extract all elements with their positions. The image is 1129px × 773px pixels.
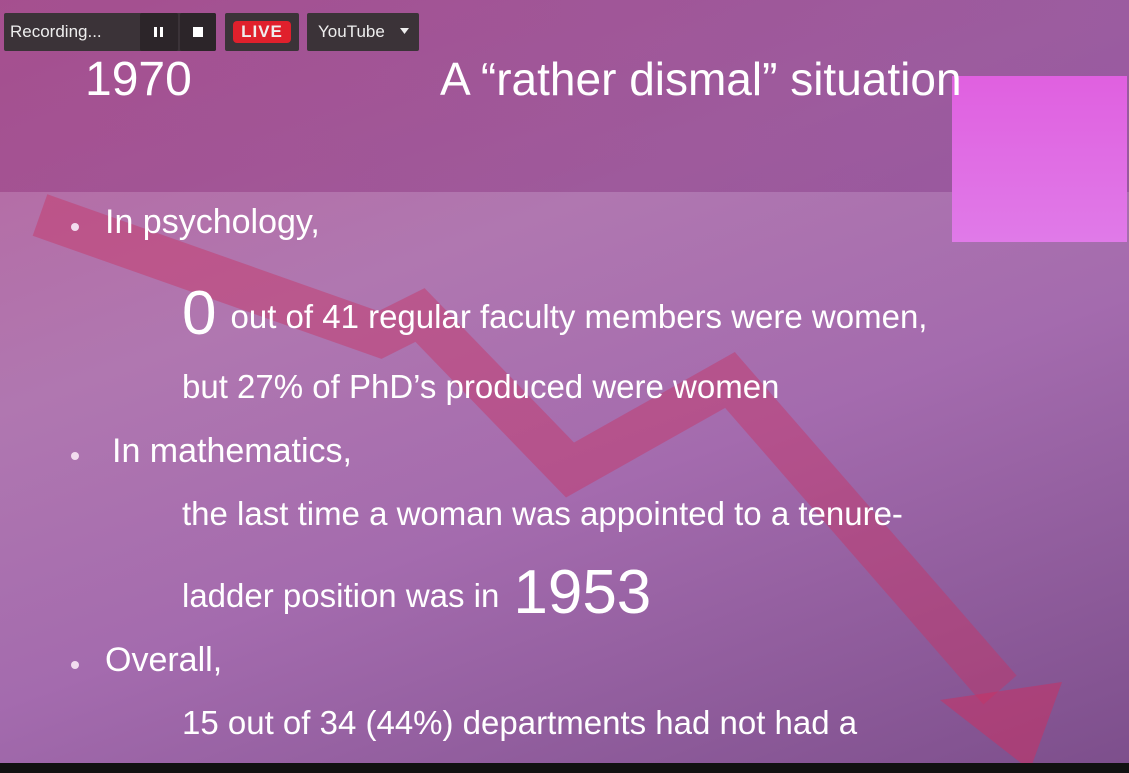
slide-title: A “rather dismal” situation	[440, 53, 962, 105]
bullet-line: but 27% of PhD’s produced were women	[182, 368, 779, 406]
line-text: the last time a woman was appointed to a…	[182, 495, 903, 532]
destination-label: YouTube	[318, 22, 385, 41]
stop-icon	[193, 27, 203, 37]
accent-square	[952, 76, 1127, 242]
pause-button[interactable]	[140, 13, 178, 51]
line-text: out of 41 regular faculty members were w…	[230, 298, 928, 335]
dropdown-caret	[400, 28, 409, 34]
line-text: 15 out of 34 (44%) departments had not h…	[182, 704, 858, 741]
highlight-number: 0	[182, 279, 217, 348]
line-text: but 27% of PhD’s produced were women	[182, 368, 780, 405]
pause-icon	[154, 27, 163, 37]
bullet-dot	[71, 223, 79, 231]
bullet-dot	[71, 661, 79, 669]
bullet-line: 15 out of 34 (44%) departments had not h…	[182, 704, 857, 742]
bullet-heading: In mathematics,	[112, 432, 352, 470]
bullet-line: 0 out of 41 regular faculty members were …	[182, 278, 927, 349]
highlight-number: 1953	[513, 558, 652, 627]
bullet-line: ladder position was in 1953	[182, 557, 651, 628]
bullet-heading: Overall,	[105, 641, 223, 679]
live-label: LIVE	[233, 21, 291, 43]
slide-year: 1970	[85, 53, 192, 106]
stop-button[interactable]	[180, 13, 216, 51]
live-button[interactable]: LIVE	[225, 13, 299, 51]
bullet-line: the last time a woman was appointed to a…	[182, 495, 903, 533]
bullet-heading: In psychology,	[105, 203, 320, 241]
line-text: ladder position was in	[182, 577, 500, 614]
bullet-dot	[71, 452, 79, 460]
recording-label: Recording...	[10, 22, 102, 41]
destination-dropdown[interactable]: YouTube	[307, 13, 419, 51]
